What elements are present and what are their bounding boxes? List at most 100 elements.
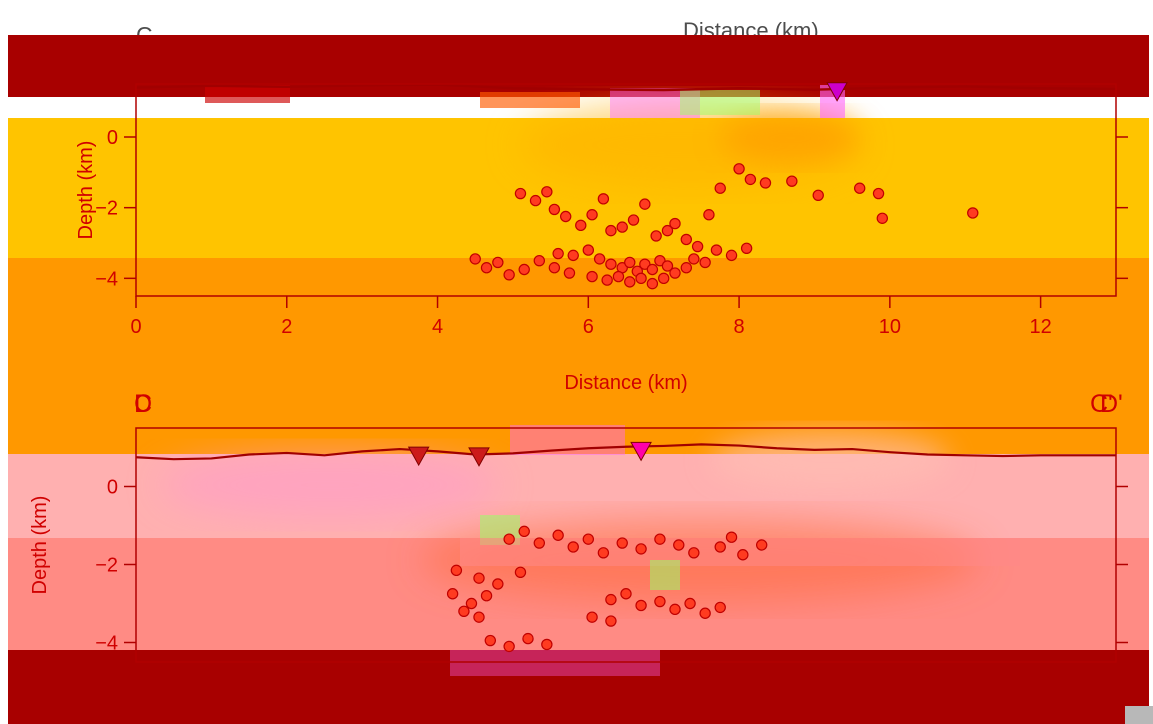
chart-0-hypocenter-point — [680, 233, 693, 246]
chart-1-hypocenter-point — [725, 531, 738, 543]
chart-0-x-tick-label: 4 — [432, 316, 443, 338]
chart-0-hypocenter-point — [567, 249, 579, 262]
chart-0-x-tick-label: 10 — [879, 316, 901, 338]
chart-1-hypocenter-point — [582, 533, 595, 545]
chart-0-x-tick-label: 6 — [583, 316, 594, 338]
section-c-left-end-label: C — [134, 390, 152, 418]
chart-1-station-marker — [407, 446, 430, 467]
section-d-stations — [407, 441, 652, 467]
chart-0-hypocenter-point — [529, 194, 542, 207]
chart-1-hypocenter-point — [597, 547, 610, 559]
chart-0-hypocenter-point — [627, 214, 640, 226]
chart-1-hypocenter-point — [635, 543, 647, 555]
chart-0-hypocenter-point — [624, 276, 636, 288]
chart-0-y-tick-label: −4 — [95, 268, 118, 290]
chart-0-hypocenter-point — [714, 182, 726, 194]
section-c-anomaly-core — [720, 113, 860, 163]
chart-1-hypocenter-point — [503, 533, 515, 545]
chart-1-hypocenter-point — [755, 539, 768, 551]
chart-0-hypocenter-point — [593, 253, 606, 265]
chart-0-hypocenter-point — [552, 247, 564, 260]
chart-1-hypocenter-point — [552, 529, 564, 541]
section-d-topography-line — [135, 443, 1116, 461]
section-d-right-end-label: D' — [1100, 390, 1123, 418]
chart-0-frame-rect — [135, 83, 1117, 297]
chart-1-hypocenter-point — [688, 547, 700, 559]
section-c-artifact-2 — [480, 92, 580, 108]
chart-0-hypocenter-point — [876, 212, 889, 224]
chart-0-hypocenter-point — [872, 187, 885, 200]
chart-0-x-tick-label: 8 — [734, 316, 745, 338]
chart-0-station-marker — [826, 82, 848, 102]
chart-0-hypocenter-point — [725, 249, 738, 262]
chart-0-hypocenter-point — [548, 262, 561, 274]
chart-0-y-tick-label: −2 — [95, 198, 118, 220]
chart-1-hypocenter-point — [635, 599, 647, 612]
chart-1-hypocenter-point — [654, 533, 666, 545]
chart-1-hypocenter-point — [450, 564, 463, 577]
section-c-y-axis-label: Depth (km) — [75, 141, 97, 240]
chart-1-station-marker — [630, 441, 652, 462]
chart-1-hypocenter-point — [714, 541, 726, 553]
chart-0-hypocenter-point — [646, 277, 659, 290]
corner-resize-grip[interactable] — [1125, 706, 1153, 724]
chart-1-hypocenter-point — [492, 578, 504, 590]
chart-0-hypocenter-point — [514, 187, 527, 200]
chart-0-hypocenter-point — [563, 267, 576, 279]
section-d-axis-ticks: 0 −2 −4 — [95, 477, 1128, 655]
chart-1-hypocenter-point — [616, 537, 628, 549]
chart-1-hypocenter-point — [484, 634, 497, 647]
chart-1-frame-rect — [135, 427, 1117, 663]
chart-1-hypocenter-point — [684, 597, 696, 610]
chart-0-hypocenter-point — [733, 163, 745, 175]
section-d-chart: 0 −2 −4 Depth (km) D D' — [8, 390, 1149, 724]
chart-0-hypocenter-point — [616, 221, 628, 233]
chart-0-hypocenter-point — [559, 210, 572, 223]
chart-0-hypocenter-point — [586, 209, 598, 221]
chart-1-hypocenter-point — [699, 607, 711, 619]
chart-0-hypocenter-point — [967, 207, 979, 219]
section-c-hypocenters — [469, 163, 979, 290]
section-c-axis-ticks: 0 −2 −4 0 2 4 6 8 10 12 — [95, 127, 1128, 338]
chart-1-hypocenter-point — [605, 593, 617, 606]
chart-1-hypocenter-point — [480, 590, 493, 602]
section-d-plot-frame — [135, 427, 1117, 663]
section-c-stations — [826, 82, 848, 102]
section-d-hypocenters — [446, 525, 768, 653]
chart-0-hypocenter-point — [699, 256, 711, 269]
chart-1-hypocenter-point — [533, 537, 546, 549]
chart-1-hypocenter-point — [605, 615, 617, 627]
chart-0-hypocenter-point — [669, 267, 681, 279]
chart-0-hypocenter-point — [744, 173, 757, 186]
chart-1-hypocenter-point — [567, 541, 579, 553]
chart-1-y-tick-label: −4 — [95, 633, 118, 655]
chart-0-x-tick-label: 12 — [1029, 316, 1051, 338]
chart-0-hypocenter-point — [759, 177, 772, 189]
chart-0-hypocenter-point — [661, 224, 674, 237]
chart-0-hypocenter-point — [812, 189, 824, 201]
chart-1-hypocenter-point — [465, 597, 478, 610]
chart-0-hypocenter-point — [688, 253, 700, 265]
section-c-topography-line — [135, 83, 1117, 92]
chart-1-hypocenter-point — [522, 632, 534, 645]
section-d-anomaly-right — [710, 432, 950, 488]
chart-0-hypocenter-point — [492, 256, 504, 269]
section-c-lower-band — [8, 258, 1149, 420]
chart-0-hypocenter-point — [518, 263, 530, 276]
chart-1-hypocenter-point — [737, 549, 749, 561]
chart-0-hypocenter-point — [503, 269, 515, 281]
chart-1-hypocenter-point — [503, 640, 515, 653]
chart-1-station-marker — [468, 447, 490, 467]
chart-0-hypocenter-point — [597, 193, 610, 205]
chart-0-hypocenter-point — [605, 224, 617, 237]
chart-0-hypocenter-point — [635, 272, 647, 285]
chart-0-hypocenter-point — [469, 253, 481, 265]
chart-0-hypocenter-point — [624, 256, 636, 269]
chart-0-hypocenter-point — [646, 263, 659, 276]
chart-0-hypocenter-point — [661, 260, 674, 272]
chart-0-hypocenter-point — [582, 244, 595, 256]
section-c-plot-frame — [135, 83, 1117, 297]
chart-0-hypocenter-point — [740, 242, 753, 254]
chart-0-hypocenter-point — [703, 209, 715, 221]
